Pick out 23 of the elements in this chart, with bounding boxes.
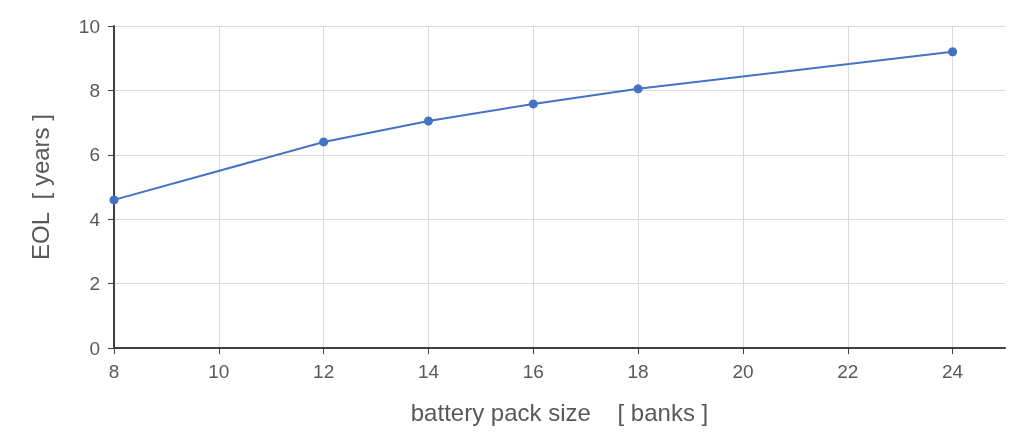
x-tick-label: 10 (208, 361, 230, 382)
x-tick-label: 12 (313, 361, 335, 382)
point (528, 99, 538, 109)
x-tick-label: 22 (837, 361, 859, 382)
y-axis-title: EOL [ years ] (26, 114, 54, 260)
x-tick-label: 24 (942, 361, 964, 382)
x-tick-label: 20 (732, 361, 754, 382)
y-tick-label: 4 (89, 208, 101, 230)
y-tick-label: 8 (89, 79, 100, 101)
y-tick-label: 0 (89, 337, 100, 359)
x-tick-label: 14 (417, 361, 440, 382)
y-tick-label: 6 (89, 144, 100, 166)
point (948, 47, 958, 57)
y-tick-label: 10 (78, 15, 100, 37)
x-axis-title: battery pack size [ banks ] (410, 398, 709, 426)
point (109, 195, 119, 205)
point (319, 137, 329, 147)
y-tick-label: 2 (89, 273, 100, 295)
x-tick-label: 16 (522, 361, 544, 382)
x-tick-label: 8 (108, 361, 120, 382)
x-tick-label: 18 (627, 361, 649, 382)
point (633, 84, 643, 94)
point (423, 116, 433, 126)
